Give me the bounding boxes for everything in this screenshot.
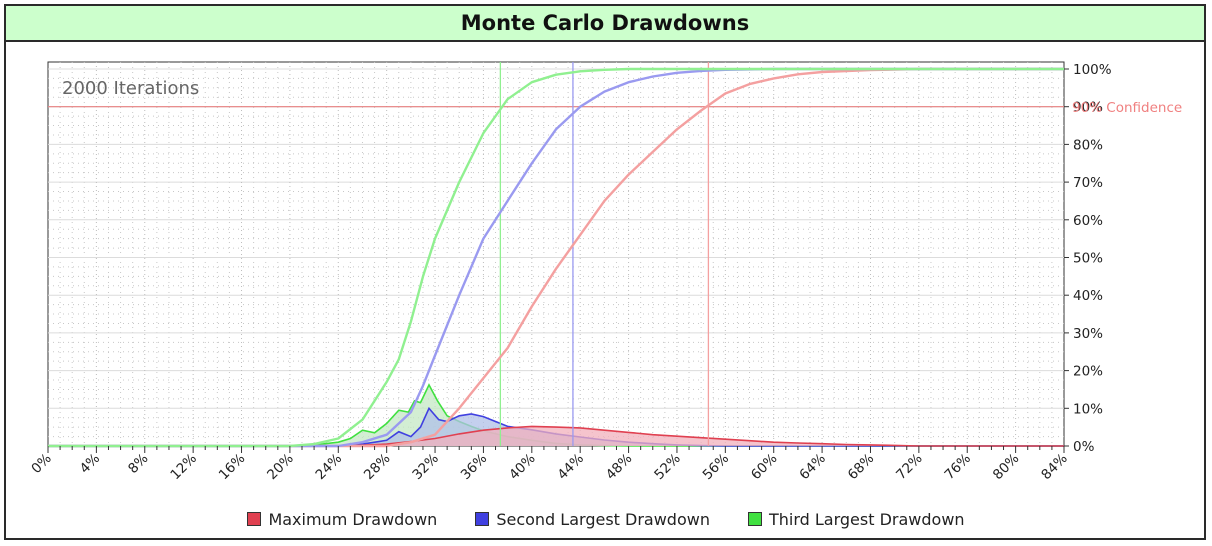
cumulative-line-2 xyxy=(48,67,1064,448)
x-tick-label: 48% xyxy=(603,450,636,483)
cumulative-lines xyxy=(48,67,1064,448)
x-tick-label: 72% xyxy=(893,450,926,483)
confidence-label: 90% Confidence xyxy=(1072,100,1182,116)
x-tick-label: 4% xyxy=(77,450,104,477)
y-tick-label: 90% xyxy=(1073,100,1103,116)
x-tick-label: 80% xyxy=(990,450,1023,483)
cumulative-line-1 xyxy=(48,67,1064,448)
x-tick-label: 16% xyxy=(216,450,249,483)
legend-item: Second Largest Drawdown xyxy=(475,510,710,529)
y-tick-label: 30% xyxy=(1073,326,1103,342)
x-tick-label: 8% xyxy=(125,450,152,477)
x-tick-label: 52% xyxy=(651,450,684,483)
legend-item: Maximum Drawdown xyxy=(247,510,437,529)
y-tick-label: 20% xyxy=(1073,364,1103,380)
x-tick-label: 36% xyxy=(458,450,491,483)
x-tick-label: 64% xyxy=(796,450,829,483)
title-bar: Monte Carlo Drawdowns xyxy=(6,6,1204,42)
plot-area xyxy=(47,61,1065,447)
legend-label: Third Largest Drawdown xyxy=(768,509,965,529)
legend-swatch xyxy=(247,512,262,526)
chart-title: Monte Carlo Drawdowns xyxy=(460,11,750,35)
x-tick-label: 28% xyxy=(361,450,394,483)
x-tick-label: 44% xyxy=(554,450,587,483)
y-tick-label: 50% xyxy=(1073,251,1103,267)
x-tick-label: 12% xyxy=(167,450,200,483)
legend-label: Second Largest Drawdown xyxy=(496,509,710,529)
iterations-annotation: 2000 Iterations xyxy=(62,78,199,99)
legend-swatch xyxy=(475,512,490,526)
x-tick-label: 60% xyxy=(748,450,781,483)
x-tick-label: 56% xyxy=(700,450,733,483)
legend: Maximum Drawdown Second Largest Drawdown T… xyxy=(0,508,1212,530)
distribution-area-0 xyxy=(48,426,1064,446)
y-tick-label: 70% xyxy=(1073,175,1103,191)
x-tick-label: 68% xyxy=(845,450,878,483)
legend-item: Third Largest Drawdown xyxy=(747,509,965,529)
x-tick-label: 32% xyxy=(409,450,442,483)
y-tick-label: 40% xyxy=(1073,288,1103,304)
gridlines xyxy=(48,62,1064,446)
y-tick-label: 10% xyxy=(1073,401,1103,417)
y-tick-label: 0% xyxy=(1073,439,1095,455)
x-tick-label: 84% xyxy=(1038,450,1071,483)
y-tick-label: 80% xyxy=(1073,137,1103,153)
y-tick-label: 100% xyxy=(1073,62,1112,78)
x-tick-label: 0% xyxy=(28,450,55,477)
x-tick-label: 76% xyxy=(942,450,975,483)
x-tick-label: 20% xyxy=(264,450,297,483)
x-tick-label: 40% xyxy=(506,450,539,483)
y-tick-label: 60% xyxy=(1073,213,1103,229)
confidence-markers xyxy=(48,62,1064,446)
legend-label: Maximum Drawdown xyxy=(268,509,438,529)
cumulative-line-0 xyxy=(48,67,1064,448)
x-tick-label: 24% xyxy=(313,450,346,483)
legend-swatch xyxy=(747,512,762,526)
